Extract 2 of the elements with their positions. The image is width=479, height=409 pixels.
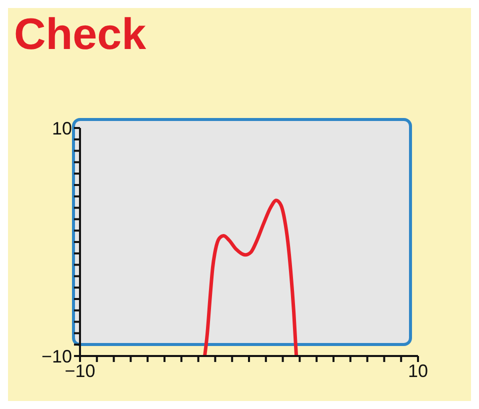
line-series <box>202 198 298 356</box>
chart-title: Check <box>14 10 146 60</box>
